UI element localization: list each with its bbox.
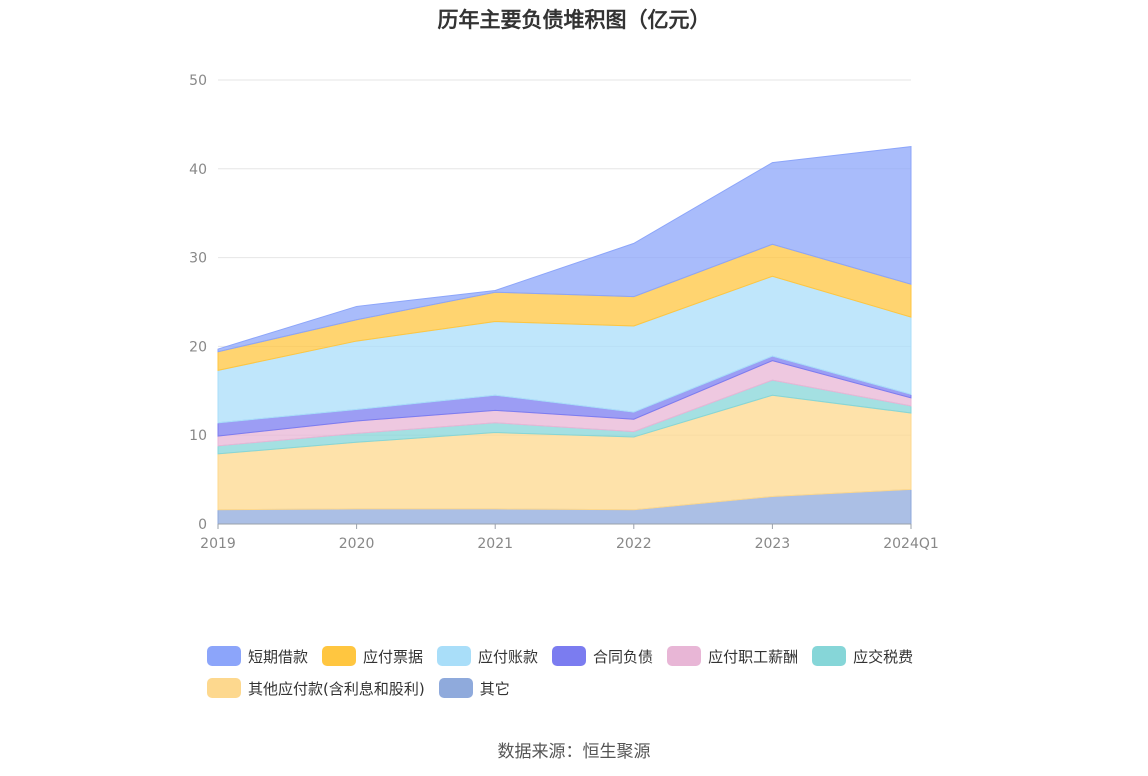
y-tick-label: 0	[198, 517, 207, 533]
legend-label: 应付票据	[363, 647, 424, 666]
legend-label: 应交税费	[853, 647, 914, 666]
legend-label: 应付账款	[478, 647, 539, 666]
legend-row-1: 短期借款 应付票据 应付账款 合同负债 应付职工薪酬 应交税费	[207, 640, 967, 672]
data-source: 数据来源：恒生聚源	[497, 742, 651, 762]
legend-item-accounts-payable[interactable]: 应付账款	[437, 646, 538, 667]
legend-swatch	[207, 678, 241, 698]
x-tick-label: 2019	[200, 536, 236, 552]
legend-label: 应付职工薪酬	[708, 647, 799, 666]
legend-item-payroll-payable[interactable]: 应付职工薪酬	[667, 646, 798, 667]
legend-item-others[interactable]: 其它	[438, 678, 510, 699]
legend-item-short-term-loans[interactable]: 短期借款	[207, 646, 308, 667]
y-tick-label: 50	[189, 73, 207, 89]
y-tick-label: 10	[189, 428, 207, 444]
x-tick-label: 2023	[755, 536, 791, 552]
y-tick-label: 40	[189, 162, 207, 178]
x-tick-label: 2020	[339, 536, 375, 552]
legend-swatch	[438, 678, 473, 698]
legend-swatch	[667, 646, 702, 666]
legend-label: 其它	[479, 679, 510, 698]
legend-swatch	[322, 646, 357, 666]
legend-item-contract-liabilities[interactable]: 合同负债	[552, 646, 653, 667]
legend-item-notes-payable[interactable]: 应付票据	[322, 646, 423, 667]
legend-item-other-payables[interactable]: 其他应付款(含利息和股利)	[207, 678, 425, 699]
legend-swatch	[552, 646, 587, 666]
x-tick-label: 2024Q1	[883, 536, 939, 552]
y-tick-label: 30	[189, 251, 207, 267]
legend-swatch	[437, 646, 472, 666]
legend-row-2: 其他应付款(含利息和股利) 其它	[207, 672, 967, 704]
stacked-area-chart: 0 10 20 30 40 50 2019 2020 2021 2022 2023 2024Q1	[189, 73, 939, 552]
chart-legend: 短期借款 应付票据 应付账款 合同负债 应付职工薪酬 应交税费 其他应付款(含利…	[207, 640, 967, 704]
legend-swatch	[207, 646, 241, 666]
legend-item-taxes-payable[interactable]: 应交税费	[812, 646, 913, 667]
legend-label: 短期借款	[248, 647, 309, 666]
x-tick-label: 2022	[616, 536, 652, 552]
chart-title: 历年主要负债堆积图（亿元）	[437, 8, 711, 32]
x-tick-label: 2021	[477, 536, 513, 552]
area-series-7	[217, 146, 912, 353]
legend-label: 合同负债	[593, 647, 654, 666]
legend-swatch	[812, 646, 847, 666]
y-tick-label: 20	[189, 339, 207, 355]
legend-label: 其他应付款(含利息和股利)	[248, 679, 425, 698]
